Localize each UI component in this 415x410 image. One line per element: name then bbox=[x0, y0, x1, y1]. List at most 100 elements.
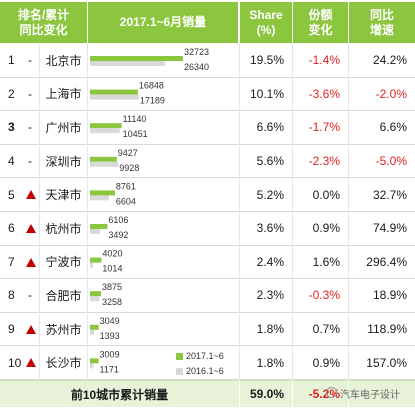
volume-cell bbox=[88, 44, 239, 78]
header-share: Share (%) bbox=[240, 2, 292, 43]
volume-cell bbox=[88, 178, 239, 212]
footer-label: 前10城市累计销量 bbox=[0, 380, 239, 407]
city-cell: 北京市 bbox=[40, 44, 87, 78]
watermark-icon bbox=[326, 387, 337, 398]
share-cell-text: 1.8% bbox=[256, 355, 284, 370]
trend-dash: - bbox=[28, 53, 32, 68]
rank-number: 9 bbox=[8, 322, 15, 337]
rank-cell: 9 bbox=[0, 313, 39, 347]
change-cell: 0.0% bbox=[293, 178, 348, 212]
yoy-cell: 24.2% bbox=[349, 44, 415, 78]
header-share-change: 份额变化 bbox=[293, 2, 348, 43]
up-arrow-icon bbox=[26, 224, 36, 233]
share-cell-text: 2.3% bbox=[256, 288, 284, 303]
legend-2016: 2016.1~6 bbox=[176, 366, 224, 376]
rank-number: 5 bbox=[8, 187, 15, 202]
change-cell-text: 0.7% bbox=[312, 322, 340, 337]
yoy-cell-text: 18.9% bbox=[372, 288, 407, 303]
share-cell: 5.6% bbox=[240, 145, 292, 179]
volume-cell bbox=[88, 111, 239, 145]
rank-cell: 2- bbox=[0, 78, 39, 112]
rank-cell: 6 bbox=[0, 212, 39, 246]
header-rank: 排名/累计同比变化 bbox=[0, 2, 87, 43]
city-cell: 长沙市 bbox=[40, 346, 87, 380]
header-volume: 2017.1~6月销量 bbox=[88, 2, 238, 43]
change-cell: 0.9% bbox=[293, 346, 348, 380]
yoy-cell-text: -2.0% bbox=[375, 86, 407, 101]
share-cell-text: 19.5% bbox=[249, 53, 284, 68]
share-cell: 1.8% bbox=[240, 346, 292, 380]
footer-share-text: 59.0% bbox=[249, 387, 284, 401]
footer-share: 59.0% bbox=[240, 380, 292, 407]
watermark-text: 汽车电子设计 bbox=[340, 390, 400, 401]
share-cell: 5.2% bbox=[240, 178, 292, 212]
city-cell-text: 长沙市 bbox=[45, 356, 82, 371]
footer-yoy bbox=[349, 380, 415, 407]
column-divider bbox=[87, 44, 88, 380]
change-cell-text: 0.0% bbox=[312, 187, 340, 202]
change-cell: 1.6% bbox=[293, 246, 348, 280]
yoy-cell-text: 296.4% bbox=[366, 254, 407, 269]
change-cell: -3.6% bbox=[293, 78, 348, 112]
rank-cell: 10 bbox=[0, 346, 39, 380]
header-volume-label: 2017.1~6月销量 bbox=[119, 15, 207, 29]
city-cell-text: 苏州市 bbox=[45, 322, 82, 337]
change-cell-text: -1.7% bbox=[308, 120, 340, 135]
city-cell-text: 宁波市 bbox=[45, 255, 82, 270]
volume-cell bbox=[88, 212, 239, 246]
share-cell: 1.8% bbox=[240, 313, 292, 347]
share-cell: 3.6% bbox=[240, 212, 292, 246]
change-cell: -1.7% bbox=[293, 111, 348, 145]
rank-number: 7 bbox=[8, 254, 15, 269]
yoy-cell-text: 118.9% bbox=[367, 322, 407, 337]
yoy-cell-text: 6.6% bbox=[379, 120, 407, 135]
rank-number: 2 bbox=[8, 86, 15, 101]
change-cell-text: -0.3% bbox=[308, 288, 340, 303]
change-cell-text: 0.9% bbox=[312, 221, 340, 236]
rank-number: 1 bbox=[8, 53, 15, 68]
rank-number: 6 bbox=[8, 221, 15, 236]
city-cell: 深圳市 bbox=[40, 145, 87, 179]
column-divider bbox=[39, 44, 40, 380]
rank-cell: 5 bbox=[0, 178, 39, 212]
legend-2016-swatch bbox=[176, 367, 183, 375]
city-cell: 宁波市 bbox=[40, 246, 87, 280]
volume-cell bbox=[88, 246, 239, 280]
trend-dash: - bbox=[28, 154, 32, 169]
footer-label-text: 前10城市累计销量 bbox=[70, 387, 169, 402]
city-cell-text: 北京市 bbox=[45, 53, 82, 68]
share-cell-text: 3.6% bbox=[256, 221, 284, 236]
volume-cell bbox=[88, 346, 239, 380]
share-cell: 2.4% bbox=[240, 246, 292, 280]
share-cell-text: 1.8% bbox=[256, 322, 284, 337]
city-cell-text: 深圳市 bbox=[45, 154, 82, 169]
header-share-change-label: 份额变化 bbox=[308, 7, 333, 37]
legend-2017: 2017.1~6 bbox=[176, 351, 224, 361]
yoy-cell: 157.0% bbox=[349, 346, 415, 380]
rank-number: 8 bbox=[8, 288, 15, 303]
volume-cell bbox=[88, 145, 239, 179]
rank-number: 10 bbox=[8, 355, 22, 370]
trend-dash: - bbox=[28, 288, 32, 303]
volume-cell bbox=[88, 279, 239, 313]
volume-cell bbox=[88, 78, 239, 112]
city-cell: 天津市 bbox=[40, 178, 87, 212]
change-cell-text: 1.6% bbox=[312, 254, 340, 269]
volume-cell bbox=[88, 313, 239, 347]
rank-cell: 8- bbox=[0, 279, 39, 313]
yoy-cell: -5.0% bbox=[349, 145, 415, 179]
change-cell-text: -2.3% bbox=[308, 154, 340, 169]
change-cell-text: -3.6% bbox=[308, 86, 340, 101]
city-cell-text: 上海市 bbox=[45, 87, 82, 102]
city-cell-text: 广州市 bbox=[45, 120, 82, 135]
yoy-cell-text: 157.0% bbox=[366, 355, 407, 370]
legend-2016-label: 2016.1~6 bbox=[186, 366, 224, 376]
change-cell-text: -1.4% bbox=[308, 53, 340, 68]
trend-dash: - bbox=[28, 86, 32, 101]
yoy-cell-text: 74.9% bbox=[372, 221, 407, 236]
up-arrow-icon bbox=[26, 257, 36, 267]
header-yoy-label: 同比增速 bbox=[369, 7, 394, 37]
column-divider bbox=[348, 44, 349, 380]
header-yoy: 同比增速 bbox=[349, 2, 415, 43]
